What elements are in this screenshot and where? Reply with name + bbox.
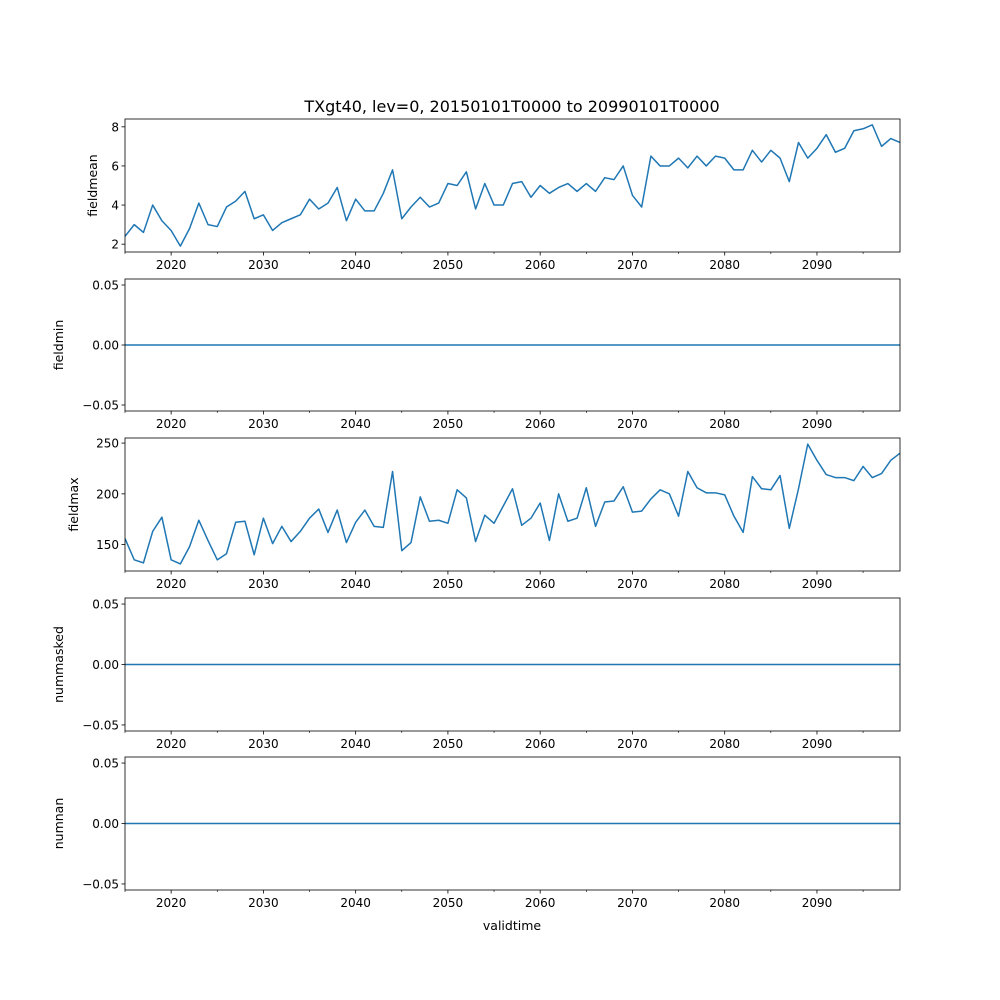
fieldmax-x-tick-label: 2030 <box>248 577 279 591</box>
fieldmax-x-tick-label: 2020 <box>156 577 187 591</box>
nummasked-x-tick-label: 2040 <box>340 737 371 751</box>
fieldmean-axes-frame <box>124 118 901 253</box>
fieldmax-x-tick-label: 2060 <box>525 577 556 591</box>
nummasked-y-axis-label: nummasked <box>51 626 66 703</box>
fieldmax-x-tick-label: 2090 <box>802 577 833 591</box>
fieldmean-x-tick-label: 2050 <box>433 258 464 272</box>
nummasked-x-tick-label: 2060 <box>525 737 556 751</box>
fieldmin-x-tick-label: 2040 <box>340 417 371 431</box>
fieldmin-y-tick-label: −0.05 <box>82 399 119 413</box>
fieldmin-x-tick-label: 2090 <box>802 417 833 431</box>
fieldmax-series-line <box>125 443 900 565</box>
fieldmin-x-tick-label: 2030 <box>248 417 279 431</box>
numnan-y-axis-label: numnan <box>51 798 66 850</box>
numnan-y-tick-label: −0.05 <box>82 877 119 891</box>
numnan-y-tick-label: 0.00 <box>92 817 119 831</box>
numnan-x-tick-label: 2060 <box>525 896 556 910</box>
nummasked-x-tick-label: 2070 <box>617 737 648 751</box>
fieldmean-x-tick-label: 2020 <box>156 258 187 272</box>
panel-nummasked: 2020 2030 2040 2050 2060 2070 2080 2090 −0.05 0.0… <box>51 598 901 751</box>
fieldmean-x-tick-label: 2080 <box>709 258 740 272</box>
numnan-x-tick-label: 2030 <box>248 896 279 910</box>
fieldmean-y-axis-label: fieldmean <box>85 154 100 216</box>
x-axis-label: validtime <box>483 918 541 933</box>
numnan-x-tick-label: 2040 <box>340 896 371 910</box>
fieldmax-x-tick-label: 2070 <box>617 577 648 591</box>
fieldmean-series-line <box>125 124 900 247</box>
fieldmean-y-tick-label: 2 <box>111 238 119 252</box>
fieldmin-x-tick-label: 2070 <box>617 417 648 431</box>
fieldmean-x-tick-label: 2040 <box>340 258 371 272</box>
fieldmin-x-tick-label: 2050 <box>433 417 464 431</box>
numnan-x-tick-label: 2090 <box>802 896 833 910</box>
fieldmax-x-tick-label: 2040 <box>340 577 371 591</box>
numnan-x-tick-label: 2070 <box>617 896 648 910</box>
fieldmax-y-axis-label: fieldmax <box>66 477 81 531</box>
fieldmax-axes-frame <box>124 437 901 572</box>
fieldmax-y-tick-label: 200 <box>96 487 119 501</box>
panel-fieldmean: 2020 2030 2040 2050 2060 2070 2080 2090 2 4 6 8 fiel… <box>85 118 901 272</box>
fieldmax-x-tick-label: 2050 <box>433 577 464 591</box>
fieldmax-y-tick-label: 150 <box>96 538 119 552</box>
fieldmean-x-tick-label: 2060 <box>525 258 556 272</box>
numnan-x-tick-label: 2050 <box>433 896 464 910</box>
fieldmin-y-tick-label: 0.05 <box>92 279 119 293</box>
nummasked-x-tick-label: 2050 <box>433 737 464 751</box>
fieldmean-y-tick-label: 6 <box>111 159 119 173</box>
chart-title: TXgt40, lev=0, 20150101T0000 to 20990101… <box>303 97 719 116</box>
nummasked-x-tick-label: 2080 <box>709 737 740 751</box>
nummasked-x-tick-label: 2090 <box>802 737 833 751</box>
panel-numnan: 2020 2030 2040 2050 2060 2070 2080 2090 −0.05 0.0… <box>51 757 901 910</box>
numnan-y-tick-label: 0.05 <box>92 757 119 771</box>
fieldmin-x-tick-label: 2020 <box>156 417 187 431</box>
fieldmean-x-tick-label: 2070 <box>617 258 648 272</box>
fieldmin-y-axis-label: fieldmin <box>51 320 66 371</box>
nummasked-y-tick-label: 0.00 <box>92 658 119 672</box>
fieldmax-y-tick-label: 250 <box>96 437 119 451</box>
fieldmean-x-tick-label: 2030 <box>248 258 279 272</box>
fieldmean-y-tick-label: 4 <box>111 199 119 213</box>
nummasked-x-tick-label: 2020 <box>156 737 187 751</box>
fieldmin-x-tick-label: 2080 <box>709 417 740 431</box>
fieldmin-x-tick-label: 2060 <box>525 417 556 431</box>
fieldmax-x-tick-label: 2080 <box>709 577 740 591</box>
nummasked-x-tick-label: 2030 <box>248 737 279 751</box>
panel-fieldmin: 2020 2030 2040 2050 2060 2070 2080 2090 −0.05 0.0… <box>51 279 901 431</box>
nummasked-y-tick-label: 0.05 <box>92 598 119 612</box>
numnan-x-tick-label: 2080 <box>709 896 740 910</box>
nummasked-y-tick-label: −0.05 <box>82 718 119 732</box>
fieldmin-y-tick-label: 0.00 <box>92 339 119 353</box>
panel-fieldmax: 2020 2030 2040 2050 2060 2070 2080 2090 150 200 25… <box>66 437 901 591</box>
numnan-x-tick-label: 2020 <box>156 896 187 910</box>
fieldmean-y-tick-label: 8 <box>111 120 119 134</box>
fieldmean-x-tick-label: 2090 <box>802 258 833 272</box>
